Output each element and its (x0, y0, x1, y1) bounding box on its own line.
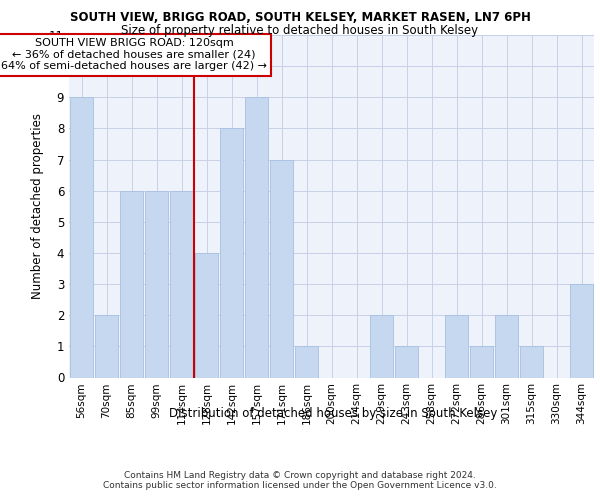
Bar (70, 98, 94, 378)
Bar (569, 284, 593, 378)
Bar (245, 98, 268, 378)
Bar (520, 346, 544, 378)
Bar (269, 160, 293, 378)
Bar (295, 346, 319, 378)
Text: SOUTH VIEW BRIGG ROAD: 120sqm
← 36% of detached houses are smaller (24)
64% of s: SOUTH VIEW BRIGG ROAD: 120sqm ← 36% of d… (1, 38, 267, 72)
Bar (119, 190, 143, 378)
Text: Size of property relative to detached houses in South Kelsey: Size of property relative to detached ho… (121, 24, 479, 37)
Bar (145, 190, 169, 378)
Text: Distribution of detached houses by size in South Kelsey: Distribution of detached houses by size … (169, 408, 497, 420)
Bar (170, 190, 193, 378)
Bar (470, 346, 493, 378)
Bar (395, 346, 418, 378)
Bar (95, 315, 118, 378)
Y-axis label: Number of detached properties: Number of detached properties (31, 114, 44, 299)
Text: Contains public sector information licensed under the Open Government Licence v3: Contains public sector information licen… (103, 481, 497, 490)
Text: Contains HM Land Registry data © Crown copyright and database right 2024.: Contains HM Land Registry data © Crown c… (124, 471, 476, 480)
Bar (494, 315, 518, 378)
Text: SOUTH VIEW, BRIGG ROAD, SOUTH KELSEY, MARKET RASEN, LN7 6PH: SOUTH VIEW, BRIGG ROAD, SOUTH KELSEY, MA… (70, 11, 530, 24)
Bar (370, 315, 394, 378)
Bar (194, 253, 218, 378)
Bar (445, 315, 469, 378)
Bar (220, 128, 244, 378)
